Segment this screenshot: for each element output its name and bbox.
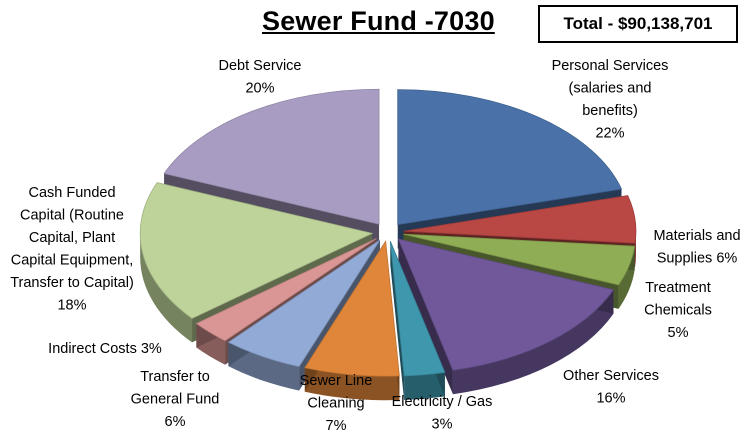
slice-name-label: Personal Services — [552, 58, 669, 74]
slice-name-label: General Fund — [131, 392, 220, 408]
pie-slice-personal-services-salaries-and-benefits — [397, 89, 623, 226]
slice-side — [404, 372, 445, 400]
slice-name-label: (salaries and — [568, 81, 651, 97]
slice-name-label: Supplies 6% — [657, 251, 738, 267]
slice-side — [140, 233, 193, 343]
pie-slice-electricity-gas — [389, 241, 446, 377]
slice-name-label: Treatment — [645, 280, 711, 296]
slice-percent-label: 22% — [595, 126, 624, 142]
slice-name-label: Transfer to — [140, 369, 210, 385]
pie-slice-treatment-chemicals — [403, 233, 636, 286]
slice-name-label: Cleaning — [307, 396, 364, 412]
pie-slice-debt-service — [163, 88, 380, 225]
slice-side — [618, 246, 635, 309]
slice-percent-label: 18% — [57, 298, 86, 314]
slice-name-label: Chemicals — [644, 303, 712, 319]
slice-name-label: Indirect Costs 3% — [48, 341, 162, 357]
slice-name-label: Transfer to Capital) — [10, 275, 134, 291]
slice-name-label: Electricity / Gas — [392, 394, 493, 410]
slice-edge — [390, 241, 405, 400]
pie-tops — [139, 88, 637, 377]
slice-name-label: Other Services — [563, 368, 659, 384]
slice-name-label: Capital Equipment, — [11, 253, 134, 269]
slice-percent-label: 3% — [432, 417, 453, 432]
slice-name-label: benefits) — [582, 103, 638, 119]
slice-edge — [398, 239, 453, 395]
chart-title: Sewer Fund -7030 — [262, 6, 495, 36]
slice-percent-label: 6% — [165, 414, 186, 430]
slice-name-label: Debt Service — [218, 58, 301, 74]
slice-percent-label: 16% — [596, 391, 625, 407]
slice-side — [228, 342, 300, 391]
slice-side — [452, 289, 614, 395]
slice-side — [304, 367, 400, 401]
pie-slice-other-services — [397, 238, 615, 371]
pie-slice-transfer-to-general-fund — [227, 239, 381, 368]
slice-percent-label: 5% — [668, 325, 689, 341]
pie-slice-sewer-line-cleaning — [304, 240, 400, 377]
slice-percent-label: 7% — [326, 418, 347, 432]
total-box: Total - $90,138,701 — [538, 5, 738, 43]
pie-labels: Personal Services (salaries and benefits) 2… — [10, 58, 740, 432]
pie-slice-cash-funded-capital-routine-capital-plant-capital-equipment-transfer-to-capital — [139, 182, 374, 319]
slice-name-label: Materials and — [653, 228, 740, 244]
slice-name-label: Capital, Plant — [29, 230, 115, 246]
slice-percent-label: 20% — [245, 81, 274, 97]
pie-slice-indirect-costs — [195, 238, 377, 342]
slice-name-label: Cash Funded — [28, 185, 115, 201]
slice-name-label: Capital (Routine — [20, 208, 124, 224]
slice-name-label: Sewer Line — [300, 373, 373, 389]
pie-slice-materials-and-supplies — [403, 195, 637, 244]
total-text: Total - $90,138,701 — [563, 14, 713, 33]
